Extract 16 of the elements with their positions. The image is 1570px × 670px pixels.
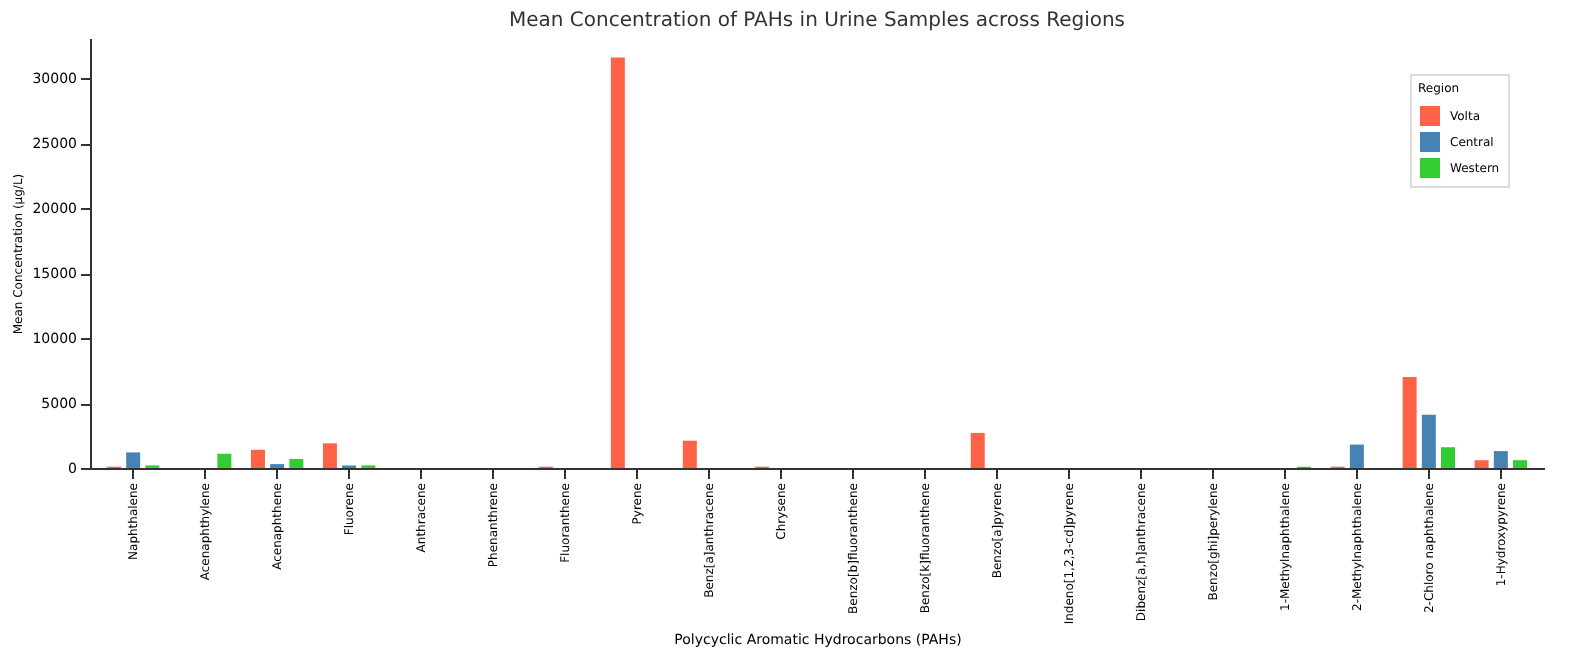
chart-title: Mean Concentration of PAHs in Urine Samples across Regions xyxy=(508,10,1126,32)
bar xyxy=(322,443,337,468)
bar xyxy=(1441,447,1456,468)
bar xyxy=(1421,414,1436,468)
bar xyxy=(217,453,232,468)
bar xyxy=(289,458,304,468)
bar xyxy=(610,57,625,468)
bar xyxy=(682,440,697,468)
bar xyxy=(970,432,985,468)
bar xyxy=(1402,377,1417,468)
bar xyxy=(1513,460,1528,468)
bar xyxy=(126,452,141,468)
bar xyxy=(1349,444,1364,468)
bar xyxy=(250,449,265,468)
bar xyxy=(1493,451,1508,468)
bar xyxy=(1474,460,1489,468)
